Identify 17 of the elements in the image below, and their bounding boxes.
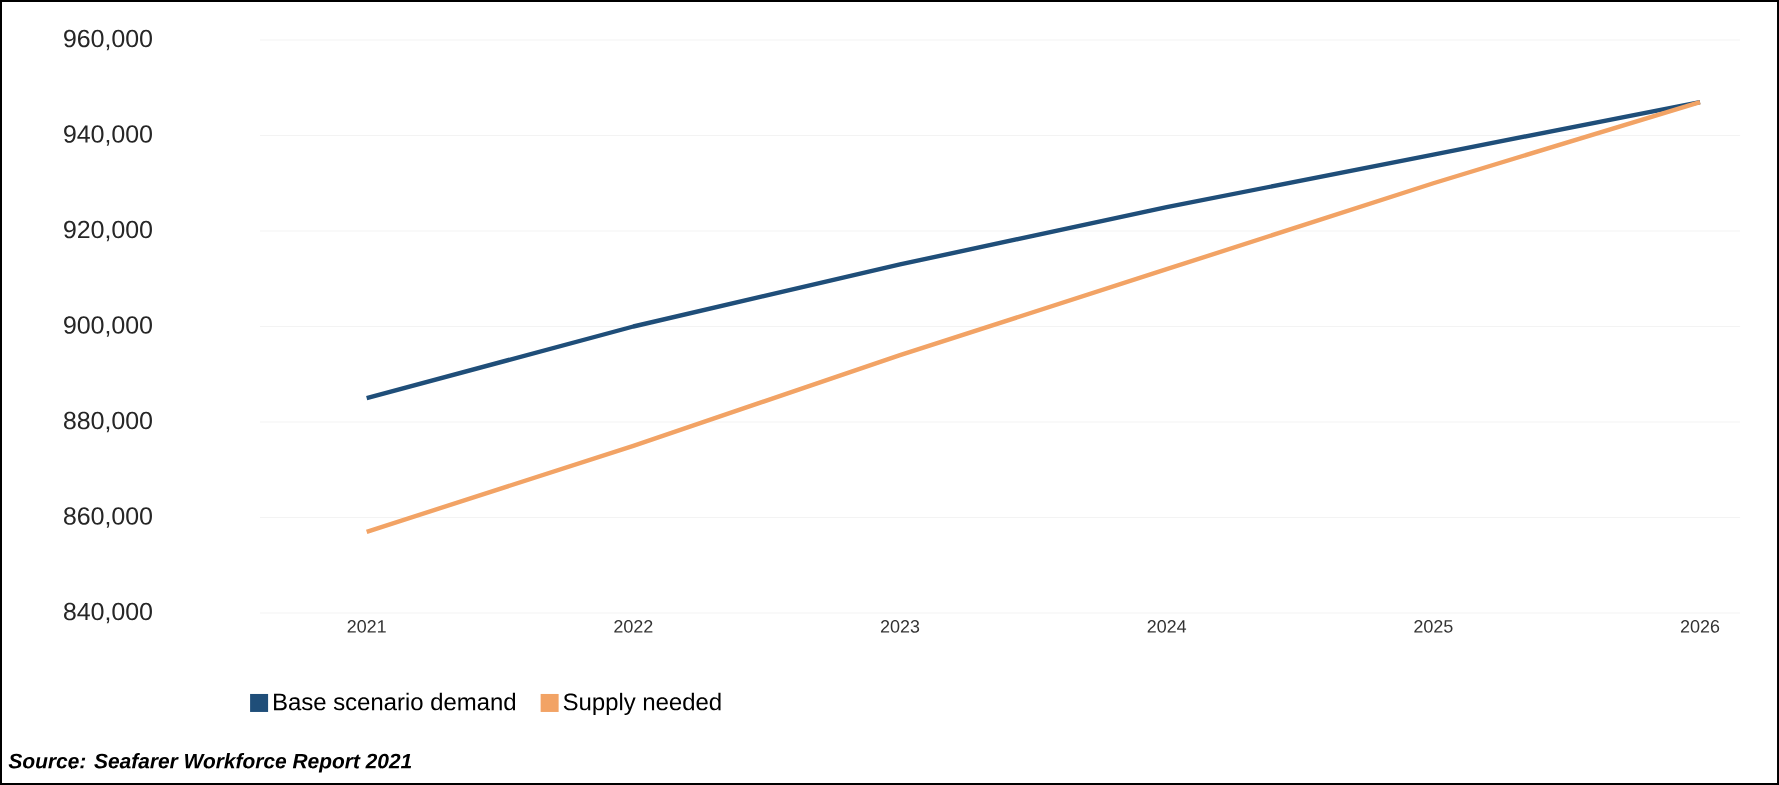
x-tick-label: 2025	[1414, 620, 1453, 633]
y-tick-label: 860,000	[64, 507, 152, 528]
x-tick-label: 2022	[614, 620, 653, 633]
y-tick-label: 920,000	[64, 220, 152, 242]
x-tick-label: 2021	[347, 620, 386, 633]
y-tick-label: 900,000	[64, 316, 152, 337]
source-note: Source: Seafarer Workforce Report 2021	[8, 753, 412, 773]
y-tick-label: 960,000	[64, 29, 152, 51]
x-tick-label: 2026	[1680, 620, 1720, 633]
x-tick-label: 2023	[880, 620, 920, 633]
y-tick-label: 880,000	[64, 411, 152, 433]
y-tick-label: 940,000	[64, 125, 152, 146]
x-tick-label: 2024	[1147, 620, 1187, 633]
legend-label: Base scenario demand	[274, 692, 516, 711]
legend-label: Supply needed	[563, 692, 721, 716]
y-tick-label: 840,000	[64, 602, 152, 624]
line-series	[364, 99, 1703, 535]
